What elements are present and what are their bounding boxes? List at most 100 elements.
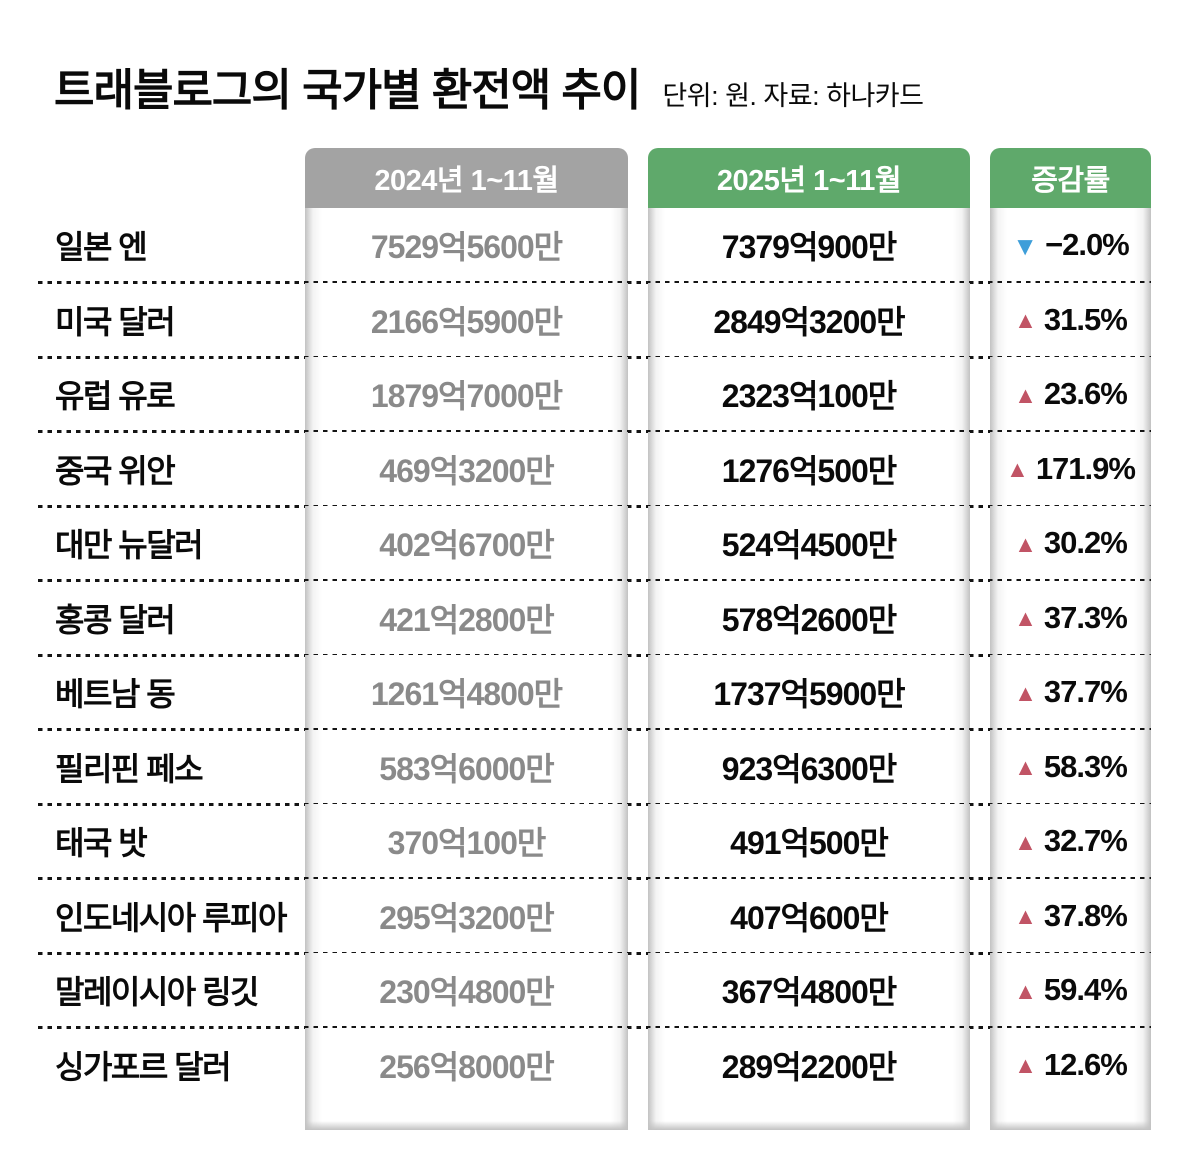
value-2024: 256억8000만 xyxy=(305,1027,628,1102)
triangle-up-icon: ▲ xyxy=(1014,828,1037,855)
column-gap xyxy=(628,506,648,581)
unit-and-source: 단위: 원. 자료: 하나카드 xyxy=(662,81,924,111)
header-spacer xyxy=(38,148,305,208)
column-gap xyxy=(970,283,990,358)
value-2024: 1879억7000만 xyxy=(305,357,628,432)
change-value: −2.0% xyxy=(1044,227,1130,263)
column-gap xyxy=(970,879,990,954)
change-value: 31.5% xyxy=(1043,301,1128,337)
column-gap xyxy=(628,581,648,656)
country-label: 필리핀 페소 xyxy=(55,750,204,787)
column-gap xyxy=(628,879,648,954)
column-gap xyxy=(628,730,648,805)
change-value: 12.6% xyxy=(1043,1046,1128,1082)
change-value: 171.9% xyxy=(1035,450,1136,486)
column-gap xyxy=(628,432,648,507)
triangle-up-icon: ▲ xyxy=(1014,903,1037,930)
change-cell: ▲ 58.3% xyxy=(990,729,1151,804)
table-row: 싱가포르 달러 256억8000만 289억2200만 ▲ 12.6% xyxy=(38,1027,1151,1103)
column-gap xyxy=(970,953,990,1028)
column-gap xyxy=(970,1028,990,1103)
table-row: 인도네시아 루피아 295억3200만 407억600만 ▲ 37.8% xyxy=(38,878,1151,954)
triangle-up-icon: ▲ xyxy=(1014,977,1037,1004)
change-cell: ▲ 23.6% xyxy=(990,357,1151,432)
triangle-up-icon: ▲ xyxy=(1014,605,1037,632)
change-cell: ▲ 30.2% xyxy=(990,506,1151,581)
value-2024: 370억100만 xyxy=(305,804,628,879)
country-label: 베트남 동 xyxy=(55,676,176,713)
change-cell: ▲ 37.7% xyxy=(990,655,1151,730)
column-gap xyxy=(628,655,648,730)
country-label: 유럽 유로 xyxy=(55,378,176,415)
country-label: 일본 엔 xyxy=(55,229,148,266)
value-2024: 402억6700만 xyxy=(305,506,628,581)
triangle-up-icon: ▲ xyxy=(1014,530,1037,557)
triangle-up-icon: ▲ xyxy=(1014,679,1037,706)
value-2024: 230억4800만 xyxy=(305,953,628,1028)
column-gap xyxy=(628,148,648,208)
value-2025: 2323억100만 xyxy=(648,357,970,432)
column-gap xyxy=(628,1028,648,1103)
value-2024: 421억2800만 xyxy=(305,580,628,655)
column-gap xyxy=(970,804,990,879)
band-bottom-2024 xyxy=(305,1102,628,1130)
column-gap xyxy=(628,804,648,879)
value-2024: 469억3200만 xyxy=(305,431,628,506)
triangle-up-icon: ▲ xyxy=(1014,307,1037,334)
value-2024: 7529억5600만 xyxy=(305,208,628,283)
column-gap xyxy=(628,357,648,432)
column-header-2024: 2024년 1~11월 xyxy=(305,148,628,208)
table-row: 말레이시아 링깃 230억4800만 367억4800만 ▲ 59.4% xyxy=(38,953,1151,1029)
column-gap xyxy=(970,1102,990,1130)
country-label: 싱가포르 달러 xyxy=(55,1048,232,1085)
band-footer xyxy=(38,1102,1151,1130)
value-2025: 2849억3200만 xyxy=(648,282,970,357)
triangle-up-icon: ▲ xyxy=(1014,381,1037,408)
chart-title: 트래블로그의 국가별 환전액 추이 xyxy=(54,66,641,115)
value-2025: 1737억5900만 xyxy=(648,655,970,730)
column-gap xyxy=(970,730,990,805)
country-label: 말레이시아 링깃 xyxy=(55,974,259,1011)
change-value: 58.3% xyxy=(1043,748,1128,784)
table-row: 베트남 동 1261억4800만 1737억5900만 ▲ 37.7% xyxy=(38,655,1151,731)
change-value: 37.8% xyxy=(1043,897,1128,933)
change-value: 37.3% xyxy=(1043,599,1128,635)
change-cell: ▲ 59.4% xyxy=(990,953,1151,1028)
table-row: 태국 밧 370억100만 491억500만 ▲ 32.7% xyxy=(38,804,1151,880)
value-2025: 524억4500만 xyxy=(648,506,970,581)
country-label: 태국 밧 xyxy=(55,825,148,862)
country-label: 대만 뉴달러 xyxy=(55,527,204,564)
column-gap xyxy=(970,148,990,208)
value-2024: 583억6000만 xyxy=(305,729,628,804)
change-cell: ▲ 32.7% xyxy=(990,804,1151,879)
column-gap xyxy=(628,208,648,283)
column-gap xyxy=(970,432,990,507)
value-2025: 1276억500만 xyxy=(648,431,970,506)
table-header: 2024년 1~11월 2025년 1~11월 증감률 xyxy=(38,148,1151,208)
country-label: 인도네시아 루피아 xyxy=(55,899,287,936)
title-block: 트래블로그의 국가별 환전액 추이 단위: 원. 자료: 하나카드 xyxy=(54,54,1151,118)
value-2025: 7379억900만 xyxy=(648,208,970,283)
value-2024: 295억3200만 xyxy=(305,878,628,953)
column-header-2025: 2025년 1~11월 xyxy=(648,148,970,208)
table-row: 일본 엔 7529억5600만 7379억900만 ▼ −2.0% xyxy=(38,208,1151,284)
table-row: 대만 뉴달러 402억6700만 524억4500만 ▲ 30.2% xyxy=(38,506,1151,582)
change-value: 37.7% xyxy=(1043,674,1128,710)
triangle-up-icon: ▲ xyxy=(1006,456,1029,483)
table-row: 미국 달러 2166억5900만 2849억3200만 ▲ 31.5% xyxy=(38,282,1151,358)
table-row: 중국 위안 469억3200만 1276억500만 ▲ 171.9% xyxy=(38,431,1151,507)
table-row: 유럽 유로 1879억7000만 2323억100만 ▲ 23.6% xyxy=(38,357,1151,433)
change-cell: ▲ 37.3% xyxy=(990,580,1151,655)
column-gap xyxy=(970,581,990,656)
country-label: 중국 위안 xyxy=(55,452,176,489)
country-label: 홍콩 달러 xyxy=(55,601,176,638)
value-2025: 289억2200만 xyxy=(648,1027,970,1102)
change-value: 59.4% xyxy=(1043,972,1128,1008)
triangle-down-icon: ▼ xyxy=(1012,231,1038,262)
value-2025: 407억600만 xyxy=(648,878,970,953)
change-cell: ▼ −2.0% xyxy=(990,208,1151,283)
country-label: 미국 달러 xyxy=(55,303,176,340)
column-gap xyxy=(628,1102,648,1130)
change-cell: ▲ 31.5% xyxy=(990,282,1151,357)
table-row: 필리핀 페소 583억6000만 923억6300만 ▲ 58.3% xyxy=(38,729,1151,805)
